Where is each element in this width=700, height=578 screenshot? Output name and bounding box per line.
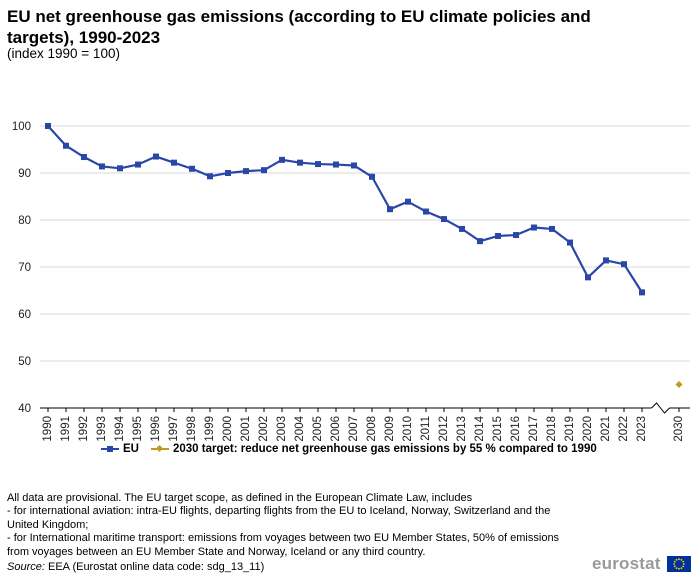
- data-point: [549, 225, 555, 232]
- x-tick-label: 2023: [636, 416, 648, 442]
- data-point: [189, 165, 195, 172]
- x-tick-label: 2015: [492, 416, 504, 442]
- y-tick-label: 70: [18, 262, 31, 274]
- chart-title: EU net greenhouse gas emissions (accordi…: [7, 7, 591, 47]
- data-point: [585, 274, 591, 281]
- x-tick-label: 2022: [618, 416, 630, 442]
- x-tick-label: 2012: [438, 416, 450, 442]
- note-line: - for International maritime transport: …: [7, 532, 560, 558]
- x-tick-label: 2004: [294, 415, 306, 441]
- x-tick-label: 1996: [150, 416, 162, 442]
- note-line: - for international aviation: intra-EU f…: [7, 505, 551, 531]
- x-tick-label: 2002: [258, 416, 270, 442]
- y-tick-label: 80: [18, 215, 31, 227]
- x-tick-label: 1994: [114, 415, 126, 441]
- data-point: [243, 168, 249, 175]
- note-line: All data are provisional. The EU target …: [7, 492, 473, 504]
- data-point: [495, 232, 501, 239]
- data-point: [567, 239, 573, 246]
- data-point: [99, 163, 105, 170]
- x-tick-label: 1990: [42, 416, 54, 442]
- x-tick-label: 2009: [384, 416, 396, 442]
- data-point: [513, 232, 519, 239]
- data-point: [477, 238, 483, 245]
- data-point: [261, 167, 267, 174]
- x-tick-label: 2019: [564, 416, 576, 442]
- data-point: [135, 161, 141, 168]
- data-point: [279, 156, 285, 163]
- data-point: [171, 159, 177, 166]
- data-point: [117, 165, 123, 172]
- eurostat-wordmark: eurostat: [592, 554, 661, 573]
- legend-item-eu[interactable]: EU: [101, 443, 139, 455]
- x-tick-label: 2011: [420, 416, 432, 441]
- x-tick-label: 1995: [132, 416, 144, 442]
- x-tick-label: 1991: [60, 416, 72, 442]
- data-point: [459, 225, 465, 232]
- x-tick-label: 2001: [240, 416, 252, 442]
- chart-subtitle: (index 1990 = 100): [7, 46, 120, 61]
- legend-eu-line-icon: [101, 444, 119, 454]
- y-tick-label: 40: [18, 403, 31, 415]
- x-tick-label: 2007: [348, 416, 360, 442]
- data-point: [333, 161, 339, 168]
- x-tick-label: 2000: [222, 416, 234, 442]
- x-tick-label: 2006: [330, 416, 342, 442]
- x-tick-label: 2021: [600, 416, 612, 442]
- data-point: [225, 170, 231, 176]
- eu-flag-icon: [666, 556, 691, 572]
- x-tick-label: 1993: [96, 416, 108, 442]
- x-tick-label: 1998: [186, 416, 198, 442]
- data-point: [621, 261, 627, 268]
- data-point: [423, 208, 429, 215]
- x-tick-label: 2017: [528, 416, 540, 442]
- y-tick-label: 100: [12, 121, 31, 133]
- data-point: [315, 161, 321, 168]
- data-point: [45, 123, 51, 129]
- y-tick-label: 90: [18, 168, 31, 180]
- x-tick-label: 2005: [312, 416, 324, 442]
- x-tick-label: 2020: [582, 416, 594, 442]
- y-tick-label: 60: [18, 309, 31, 321]
- source-text: EEA (Eurostat online data code: sdg_13_1…: [44, 561, 265, 573]
- legend-target-label: 2030 target: reduce net greenhouse gas e…: [172, 443, 597, 455]
- data-point: [441, 216, 447, 223]
- data-point: [369, 173, 375, 180]
- line-chart: 40 50 60 70 80 90 100 1990 1991 1992 1993 1994 1995 1…: [12, 121, 690, 442]
- x-tick-label: 1992: [78, 416, 90, 442]
- x-tick-label: 2008: [366, 416, 378, 442]
- x-tick-label: 2018: [546, 416, 558, 442]
- legend-eu-label: EU: [123, 443, 139, 455]
- axis-break-icon: [651, 402, 670, 414]
- x-tick-label: 1997: [168, 416, 180, 442]
- data-point: [207, 173, 213, 180]
- legend-target-diamond-icon: [150, 444, 169, 454]
- x-tick-label: 2030: [673, 416, 685, 442]
- data-point: [405, 198, 411, 205]
- chart-notes: All data are provisional. The EU target …: [7, 492, 582, 559]
- data-point: [531, 224, 537, 231]
- x-tick-label: 2010: [402, 416, 414, 442]
- data-point: [297, 159, 303, 166]
- x-tick-label: 1999: [204, 416, 216, 442]
- source-label: Source:: [7, 561, 45, 573]
- data-point: [639, 289, 645, 296]
- data-point: [603, 257, 609, 264]
- data-point: [81, 154, 87, 161]
- data-point: [63, 142, 69, 149]
- data-point-target: [675, 381, 683, 388]
- x-tick-label: 2003: [276, 416, 288, 442]
- chart-legend: EU 2030 target: reduce net greenhouse ga…: [101, 443, 609, 455]
- y-tick-label: 50: [18, 356, 31, 368]
- data-point: [153, 153, 159, 160]
- data-point: [387, 206, 393, 213]
- series-line-eu: [47, 125, 643, 293]
- x-tick-label: 2016: [510, 416, 522, 442]
- data-point: [351, 162, 357, 169]
- x-tick-label: 2014: [474, 415, 486, 441]
- source-note: Source: EEA (Eurostat online data code: …: [7, 561, 264, 573]
- eurostat-logo: eurostat: [592, 554, 691, 574]
- legend-item-2030-target[interactable]: 2030 target: reduce net greenhouse gas e…: [150, 443, 597, 455]
- x-tick-label: 2013: [456, 416, 468, 442]
